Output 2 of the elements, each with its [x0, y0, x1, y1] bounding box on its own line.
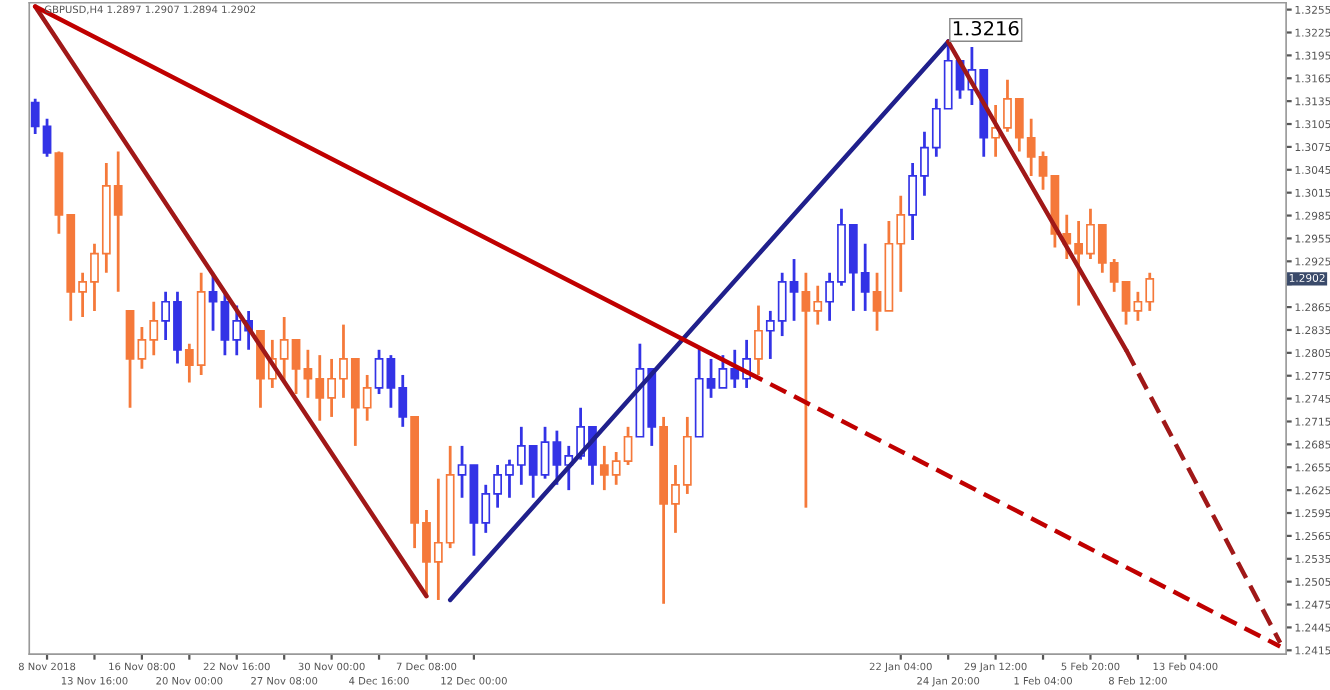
candlestick: [872, 271, 882, 333]
annotation: 1.3216: [953, 20, 1019, 36]
